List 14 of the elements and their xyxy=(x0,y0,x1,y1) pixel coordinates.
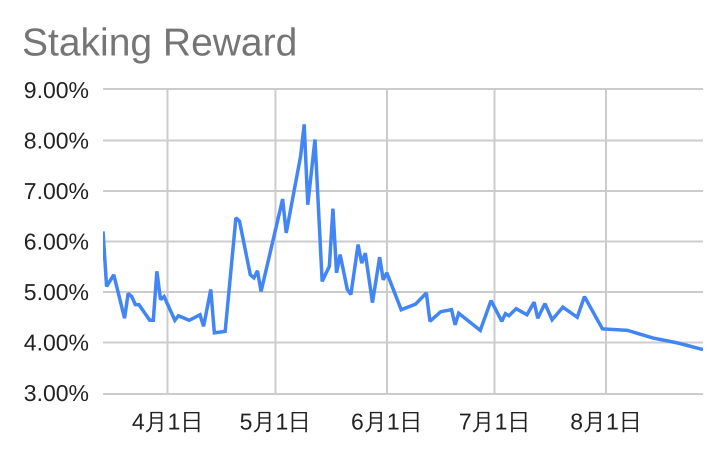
x-tick-label: 5月1日 xyxy=(240,408,312,434)
y-tick-label: 7.00% xyxy=(24,178,89,204)
line-series xyxy=(103,122,703,352)
y-tick-label: 4.00% xyxy=(24,330,89,356)
y-tick-label: 6.00% xyxy=(24,228,89,255)
x-tick-label: 4月1日 xyxy=(132,408,204,434)
x-tick-label: 6月1日 xyxy=(351,408,423,434)
y-tick-label: 9.00% xyxy=(24,77,89,104)
x-tick-label: 8月1日 xyxy=(570,408,642,434)
y-tick-label: 5.00% xyxy=(24,279,89,306)
y-tick-label: 8.00% xyxy=(24,128,89,154)
chart-title: Staking Reward xyxy=(22,22,298,65)
x-tick-label: 7月1日 xyxy=(458,408,530,434)
y-tick-label: 3.00% xyxy=(24,380,89,406)
